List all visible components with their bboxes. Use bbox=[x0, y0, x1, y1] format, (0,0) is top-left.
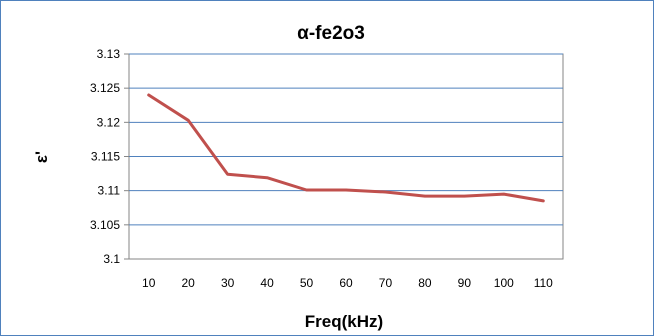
y-tick-label: 3.115 bbox=[91, 150, 120, 164]
series-line bbox=[147, 93, 545, 203]
y-axis-label: ε' bbox=[32, 151, 51, 163]
y-tick-label: 3.13 bbox=[97, 47, 121, 61]
gridlines bbox=[124, 53, 563, 260]
x-tick-label: 10 bbox=[142, 276, 156, 290]
x-tick-labels: 10 20 30 40 50 60 70 80 90 100 110 bbox=[142, 276, 553, 290]
x-tick-label: 20 bbox=[182, 276, 196, 290]
x-tick-label: 80 bbox=[418, 276, 432, 290]
x-tick-label: 40 bbox=[260, 276, 274, 290]
x-tick-label: 110 bbox=[534, 276, 553, 290]
y-tick-label: 3.1 bbox=[103, 252, 120, 266]
x-axis-label: Freq(kHz) bbox=[305, 312, 383, 331]
chart-title: α-fe2o3 bbox=[297, 23, 365, 44]
x-tick-label: 30 bbox=[221, 276, 235, 290]
x-tick-label: 90 bbox=[458, 276, 472, 290]
x-tick-label: 50 bbox=[300, 276, 314, 290]
y-tick-label: 3.12 bbox=[97, 115, 121, 129]
x-tick-label: 70 bbox=[379, 276, 393, 290]
y-tick-label: 3.11 bbox=[98, 184, 121, 198]
series-layer bbox=[147, 93, 545, 203]
y-tick-label: 3.125 bbox=[90, 81, 120, 95]
x-tick-label: 60 bbox=[339, 276, 353, 290]
y-tick-labels: 3.1 3.105 3.11 3.115 3.12 3.125 3.13 bbox=[90, 47, 120, 266]
x-tick-label: 100 bbox=[494, 276, 514, 290]
y-tick-label: 3.105 bbox=[90, 218, 120, 232]
